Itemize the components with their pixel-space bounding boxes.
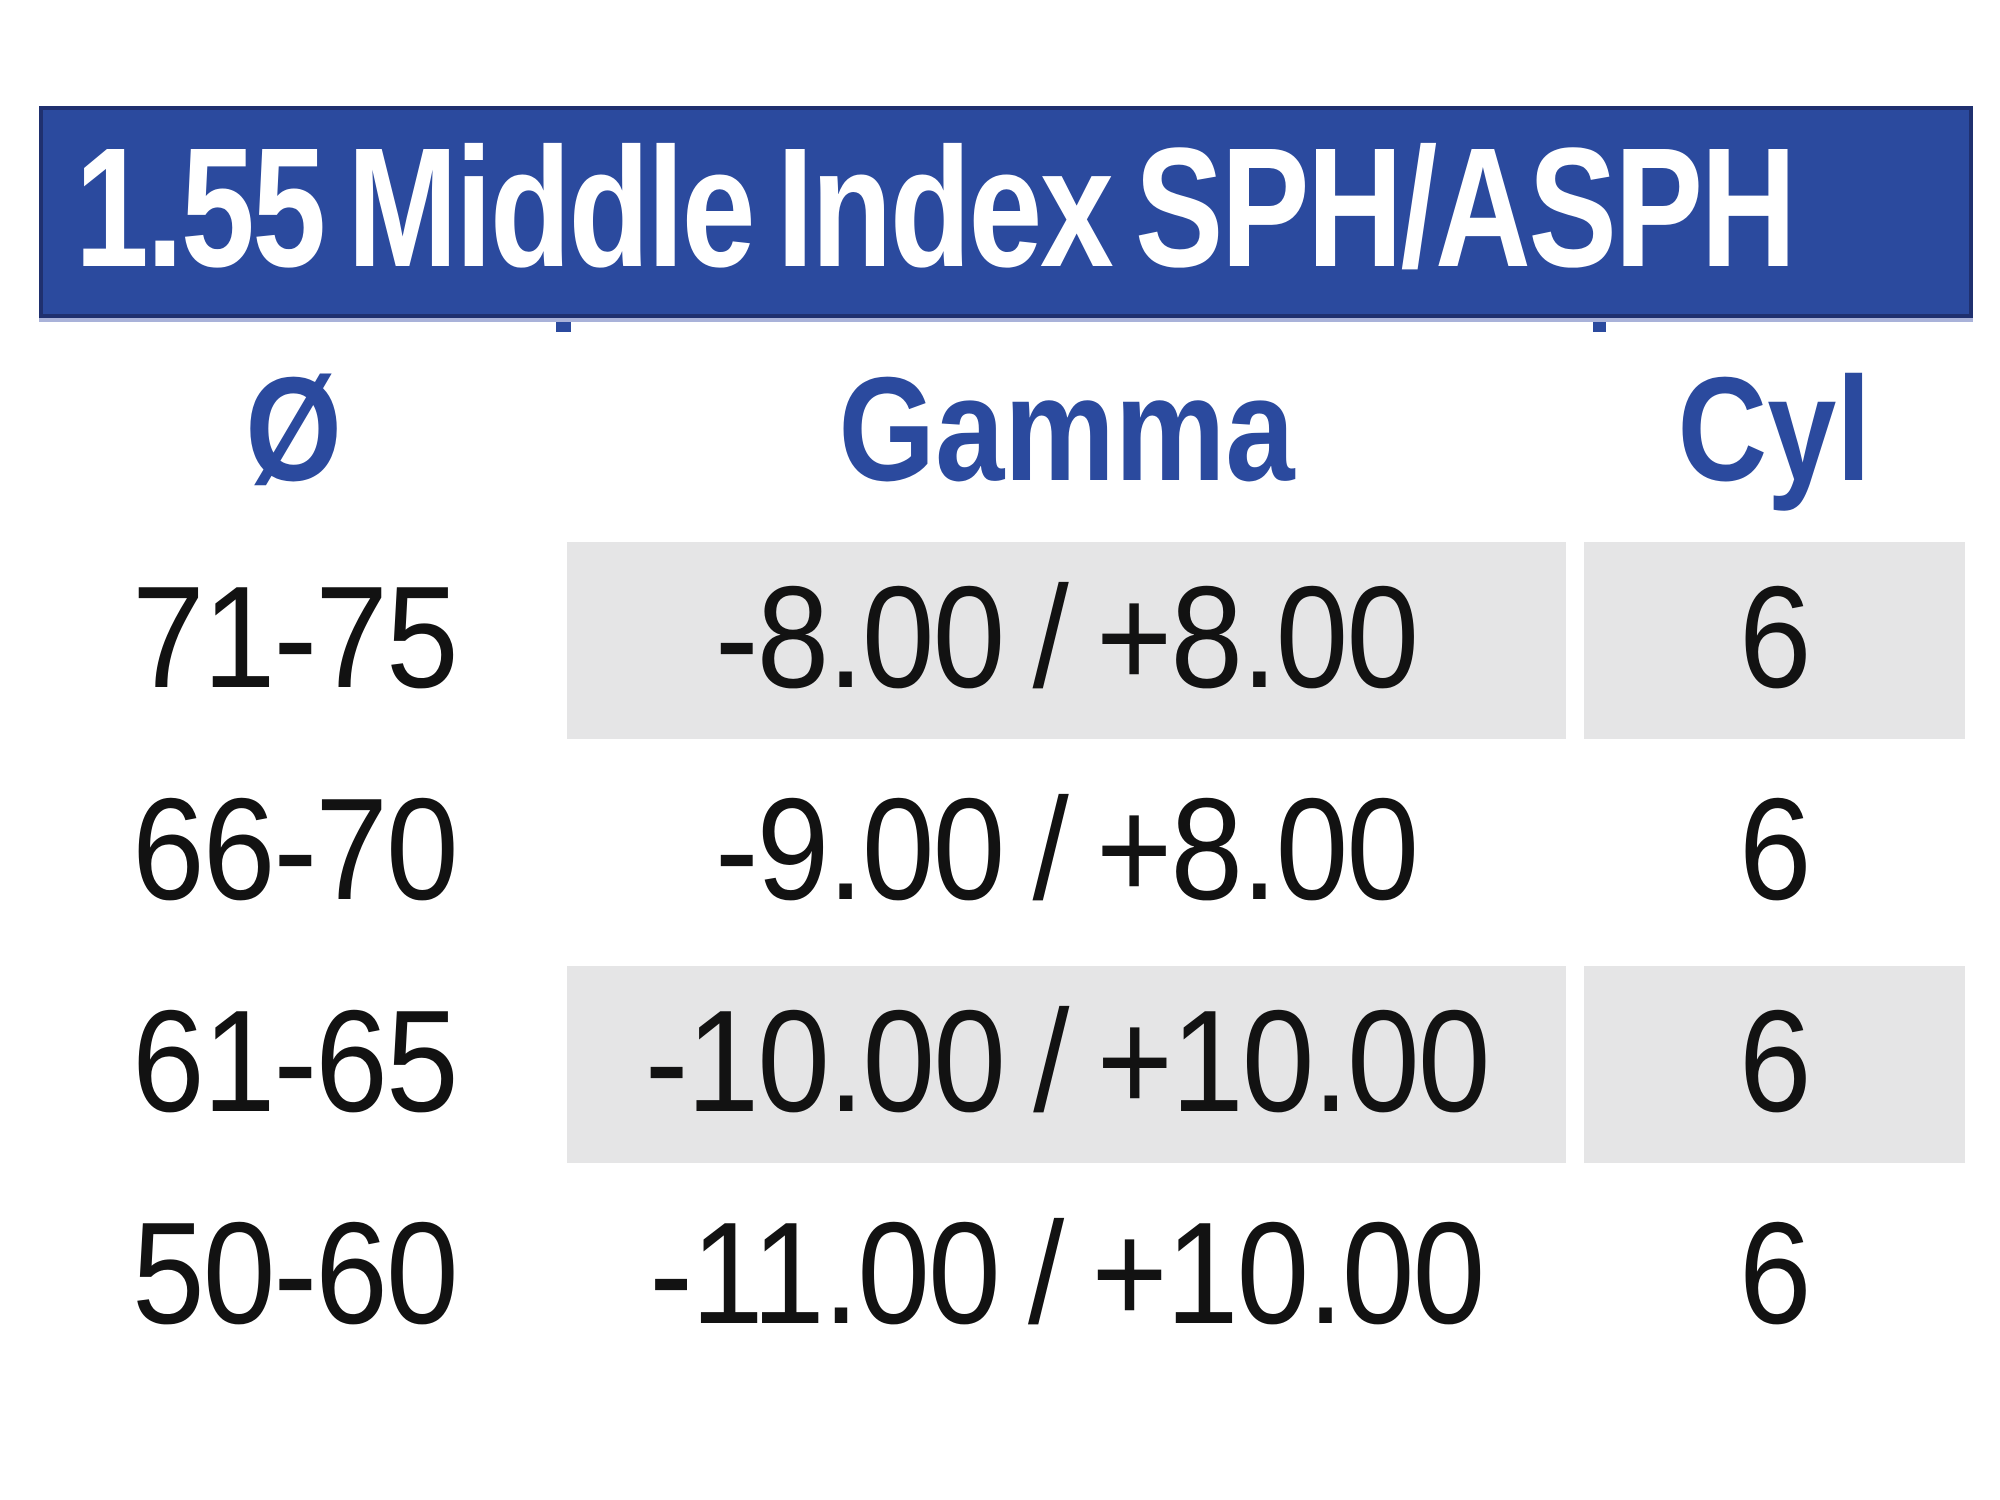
column-header-diameter: Ø <box>39 318 549 542</box>
banner-notch <box>556 322 571 332</box>
gamma-value: -9.00 / +8.00 <box>715 768 1419 930</box>
gamma-value: -8.00 / +8.00 <box>715 556 1419 718</box>
diameter-value: 61-65 <box>131 980 459 1142</box>
column-header-cyl: Cyl <box>1584 318 1965 542</box>
diameter-value: 66-70 <box>131 768 459 930</box>
gamma-cell: -11.00 / +10.00 <box>567 1178 1566 1375</box>
lens-spec-table: Ø Gamma Cyl 71-75 -8.00 / +8.00 6 66-70 <box>39 318 1965 1375</box>
cyl-cell: 6 <box>1584 542 1965 739</box>
diameter-icon: Ø <box>245 347 343 512</box>
diameter-cell: 71-75 <box>39 542 549 739</box>
page-title: 1.55 Middle Index SPH/ASPH <box>75 113 1796 303</box>
column-header-label: Gamma <box>838 347 1295 512</box>
title-banner: 1.55 Middle Index SPH/ASPH <box>39 106 1973 332</box>
column-header-gamma: Gamma <box>567 318 1566 542</box>
table-header-row: Ø Gamma Cyl <box>39 318 1965 542</box>
banner-notch <box>1593 322 1606 332</box>
gamma-value: -11.00 / +10.00 <box>649 1192 1485 1354</box>
table-row: 61-65 -10.00 / +10.00 6 <box>39 966 1965 1163</box>
table-row: 71-75 -8.00 / +8.00 6 <box>39 542 1965 739</box>
gamma-value: -10.00 / +10.00 <box>644 980 1491 1142</box>
cyl-cell: 6 <box>1584 754 1965 951</box>
cyl-value: 6 <box>1739 980 1812 1142</box>
column-header-label: Cyl <box>1677 347 1872 512</box>
diameter-cell: 61-65 <box>39 966 549 1163</box>
cyl-value: 6 <box>1739 556 1812 718</box>
gamma-cell: -8.00 / +8.00 <box>567 542 1566 739</box>
gamma-cell: -9.00 / +8.00 <box>567 754 1566 951</box>
diameter-value: 71-75 <box>131 556 459 718</box>
table-row: 66-70 -9.00 / +8.00 6 <box>39 754 1965 951</box>
cyl-cell: 6 <box>1584 1178 1965 1375</box>
diameter-value: 50-60 <box>131 1192 459 1354</box>
gamma-cell: -10.00 / +10.00 <box>567 966 1566 1163</box>
cyl-value: 6 <box>1739 1192 1812 1354</box>
table-row: 50-60 -11.00 / +10.00 6 <box>39 1178 1965 1375</box>
cyl-value: 6 <box>1739 768 1812 930</box>
diameter-cell: 66-70 <box>39 754 549 951</box>
cyl-cell: 6 <box>1584 966 1965 1163</box>
diameter-cell: 50-60 <box>39 1178 549 1375</box>
